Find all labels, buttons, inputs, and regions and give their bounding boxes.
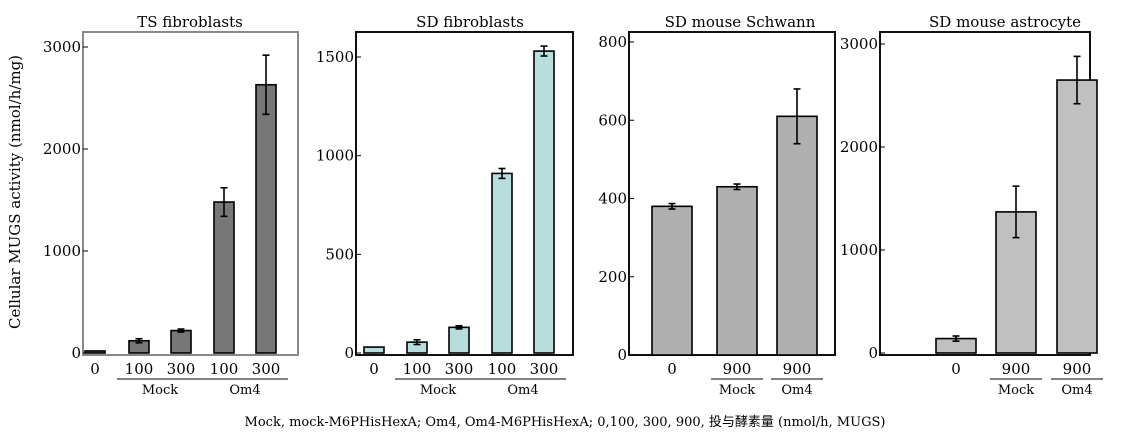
y-tick-label: 400 (598, 190, 627, 208)
chart-title: SD mouse Schwann (665, 13, 816, 31)
error-bar (668, 202, 676, 210)
bar (716, 185, 758, 356)
error-bar (177, 328, 185, 333)
bar (776, 115, 818, 356)
y-tick-label: 0 (344, 344, 354, 362)
footnote: Mock, mock-M6PHisHexA; Om4, Om4-M6PHisHe… (245, 414, 886, 430)
y-tick-label: 1500 (316, 48, 354, 66)
error-bar (455, 324, 463, 330)
y-tick-label: 1000 (43, 242, 81, 260)
y-tick-label: 1000 (316, 147, 354, 165)
category-label: 0 (90, 360, 100, 378)
error-bar (540, 45, 548, 57)
category-label: 100 (210, 360, 239, 378)
category-label: 300 (530, 360, 559, 378)
category-label: 300 (252, 360, 281, 378)
error-bar (220, 186, 228, 218)
category-label: 900 (723, 360, 752, 378)
group-label: Om4 (781, 383, 812, 398)
plot-frame (355, 31, 574, 356)
bar (84, 350, 106, 354)
chart-title: SD fibroblasts (416, 13, 524, 31)
group-label: Mock (142, 383, 178, 398)
category-label: 0 (667, 360, 677, 378)
y-tick-label: 0 (617, 346, 627, 364)
category-label: 300 (167, 360, 196, 378)
y-tick-label: 600 (598, 111, 627, 129)
group-label: Om4 (507, 383, 538, 398)
bar (170, 329, 192, 354)
category-label: 0 (369, 360, 379, 378)
error-bar (135, 337, 143, 344)
y-tick-label: 0 (868, 344, 878, 362)
chart-title: SD mouse astrocyte (929, 13, 1081, 31)
y-axis-title: Cellular MUGS activity (nmol/h/mg) (6, 55, 24, 329)
y-tick-label: 1000 (840, 241, 878, 259)
y-tick-label: 0 (71, 344, 81, 362)
y-tick-label: 3000 (840, 35, 878, 53)
category-label: 900 (783, 360, 812, 378)
group-label: Mock (998, 383, 1034, 398)
group-label: Om4 (1061, 383, 1092, 398)
category-label: 100 (488, 360, 517, 378)
category-label: 0 (951, 360, 961, 378)
group-label: Mock (719, 383, 755, 398)
y-tick-label: 200 (598, 268, 627, 286)
group-label: Om4 (229, 383, 260, 398)
error-bar (1012, 185, 1020, 239)
y-tick-label: 500 (325, 245, 354, 263)
chart-title: TS fibroblasts (137, 13, 243, 31)
error-bar (793, 88, 801, 145)
category-label: 300 (445, 360, 474, 378)
plot-frame (82, 31, 299, 356)
chart-panel-3: SD mouse Schwann 0 200 400 600 800 0 900 900 Mock… (598, 13, 836, 398)
y-tick-label: 800 (598, 33, 627, 51)
category-label: 900 (1002, 360, 1031, 378)
category-label: 100 (125, 360, 154, 378)
y-tick-label: 2000 (43, 140, 81, 158)
category-label: 900 (1063, 360, 1092, 378)
error-bar (1073, 55, 1081, 105)
group-label: Mock (420, 383, 456, 398)
chart-panel-1: TS fibroblasts 0 1000 2000 3000 0 100 300 100 300… (43, 13, 299, 398)
bar (448, 326, 470, 354)
bar (533, 50, 555, 354)
bar (1056, 79, 1098, 354)
y-tick-label: 2000 (840, 138, 878, 156)
chart-panel-4: SD mouse astrocyte 0 1000 2000 3000 0 900 900 Mo… (840, 13, 1103, 398)
bar (651, 205, 693, 356)
error-bar (733, 183, 741, 191)
bar (213, 201, 235, 354)
chart-panel-2: SD fibroblasts 0 500 1000 1500 0 100 300 100 300 M… (316, 13, 574, 398)
bar (255, 83, 277, 354)
bar (491, 172, 513, 354)
y-tick-label: 3000 (43, 38, 81, 56)
bar (363, 346, 385, 354)
error-bar (952, 335, 960, 342)
error-bar (413, 338, 421, 346)
error-bar (498, 167, 506, 180)
error-bar (262, 54, 270, 116)
category-label: 100 (403, 360, 432, 378)
